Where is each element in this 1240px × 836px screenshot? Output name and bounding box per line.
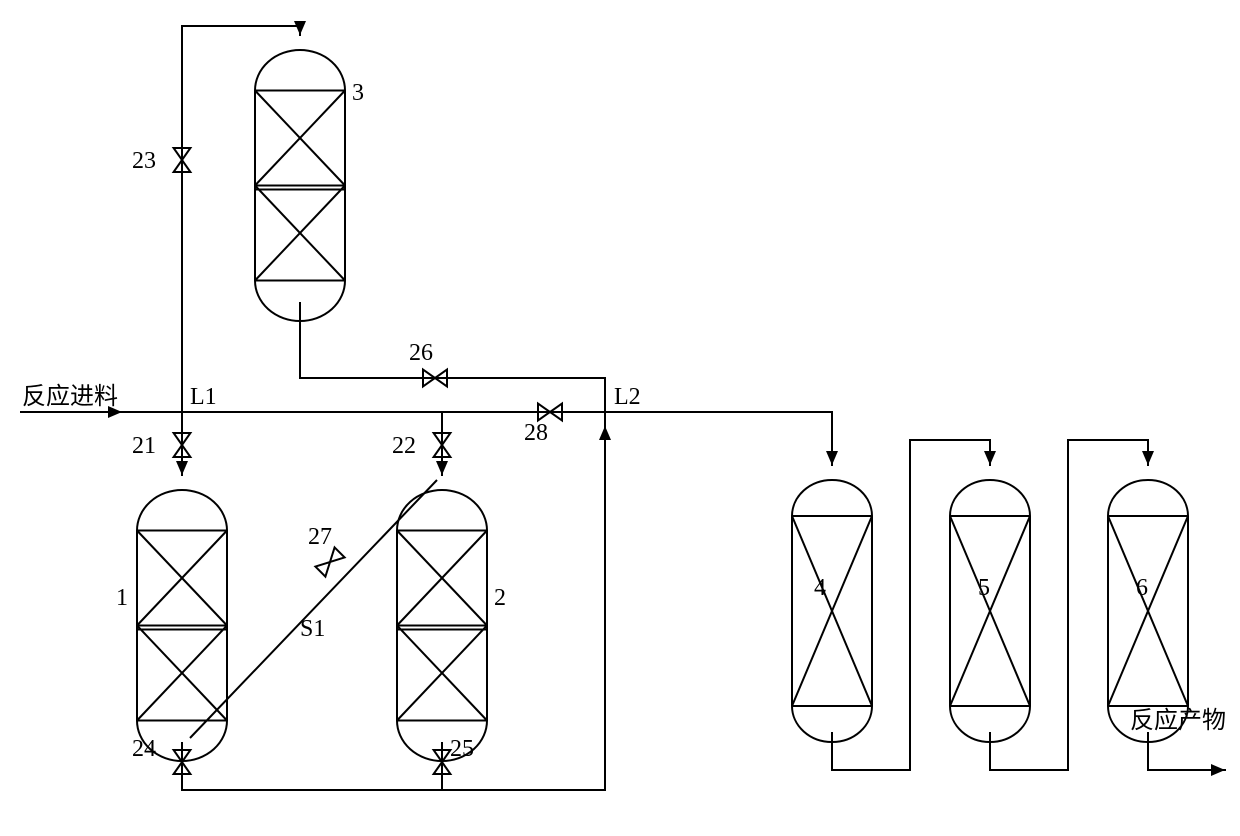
valve-label: 24 [132,736,156,762]
valve-label: 28 [524,420,548,446]
reactor-label: 4 [814,575,826,601]
pipe [182,412,605,790]
valve-label: 25 [450,736,474,762]
valve: 25 [434,736,474,774]
label-S1: S1 [300,616,325,642]
label-feed: 反应进料 [22,383,118,410]
reactor: 5 [950,480,1030,742]
pipe [832,440,990,770]
reactor-label: 3 [352,80,364,106]
reactor: 3 [255,50,364,321]
label-product: 反应产物 [1130,707,1226,734]
pipe [182,26,300,412]
label-L2: L2 [614,384,641,410]
pipe [990,440,1148,770]
pipe [1148,732,1226,770]
reactor-label: 6 [1136,575,1148,601]
pipe [300,302,605,412]
reactor-label: 1 [116,585,128,611]
valve-label: 26 [409,340,433,366]
valve-label: 21 [132,433,156,459]
reactor: 4 [792,480,872,742]
valve-label: 23 [132,148,156,174]
pipe [605,412,832,466]
valve: 26 [409,340,447,386]
reactor-label: 2 [494,585,506,611]
reactor-label: 5 [978,575,990,601]
reactor: 1 [116,490,227,761]
label-L1: L1 [190,384,217,410]
valve: 27 [308,524,345,577]
reactor: 6 [1108,480,1188,742]
reactor: 2 [397,490,506,761]
valve: 28 [524,404,562,446]
valve-label: 22 [392,433,416,459]
valve-label: 27 [308,524,332,550]
